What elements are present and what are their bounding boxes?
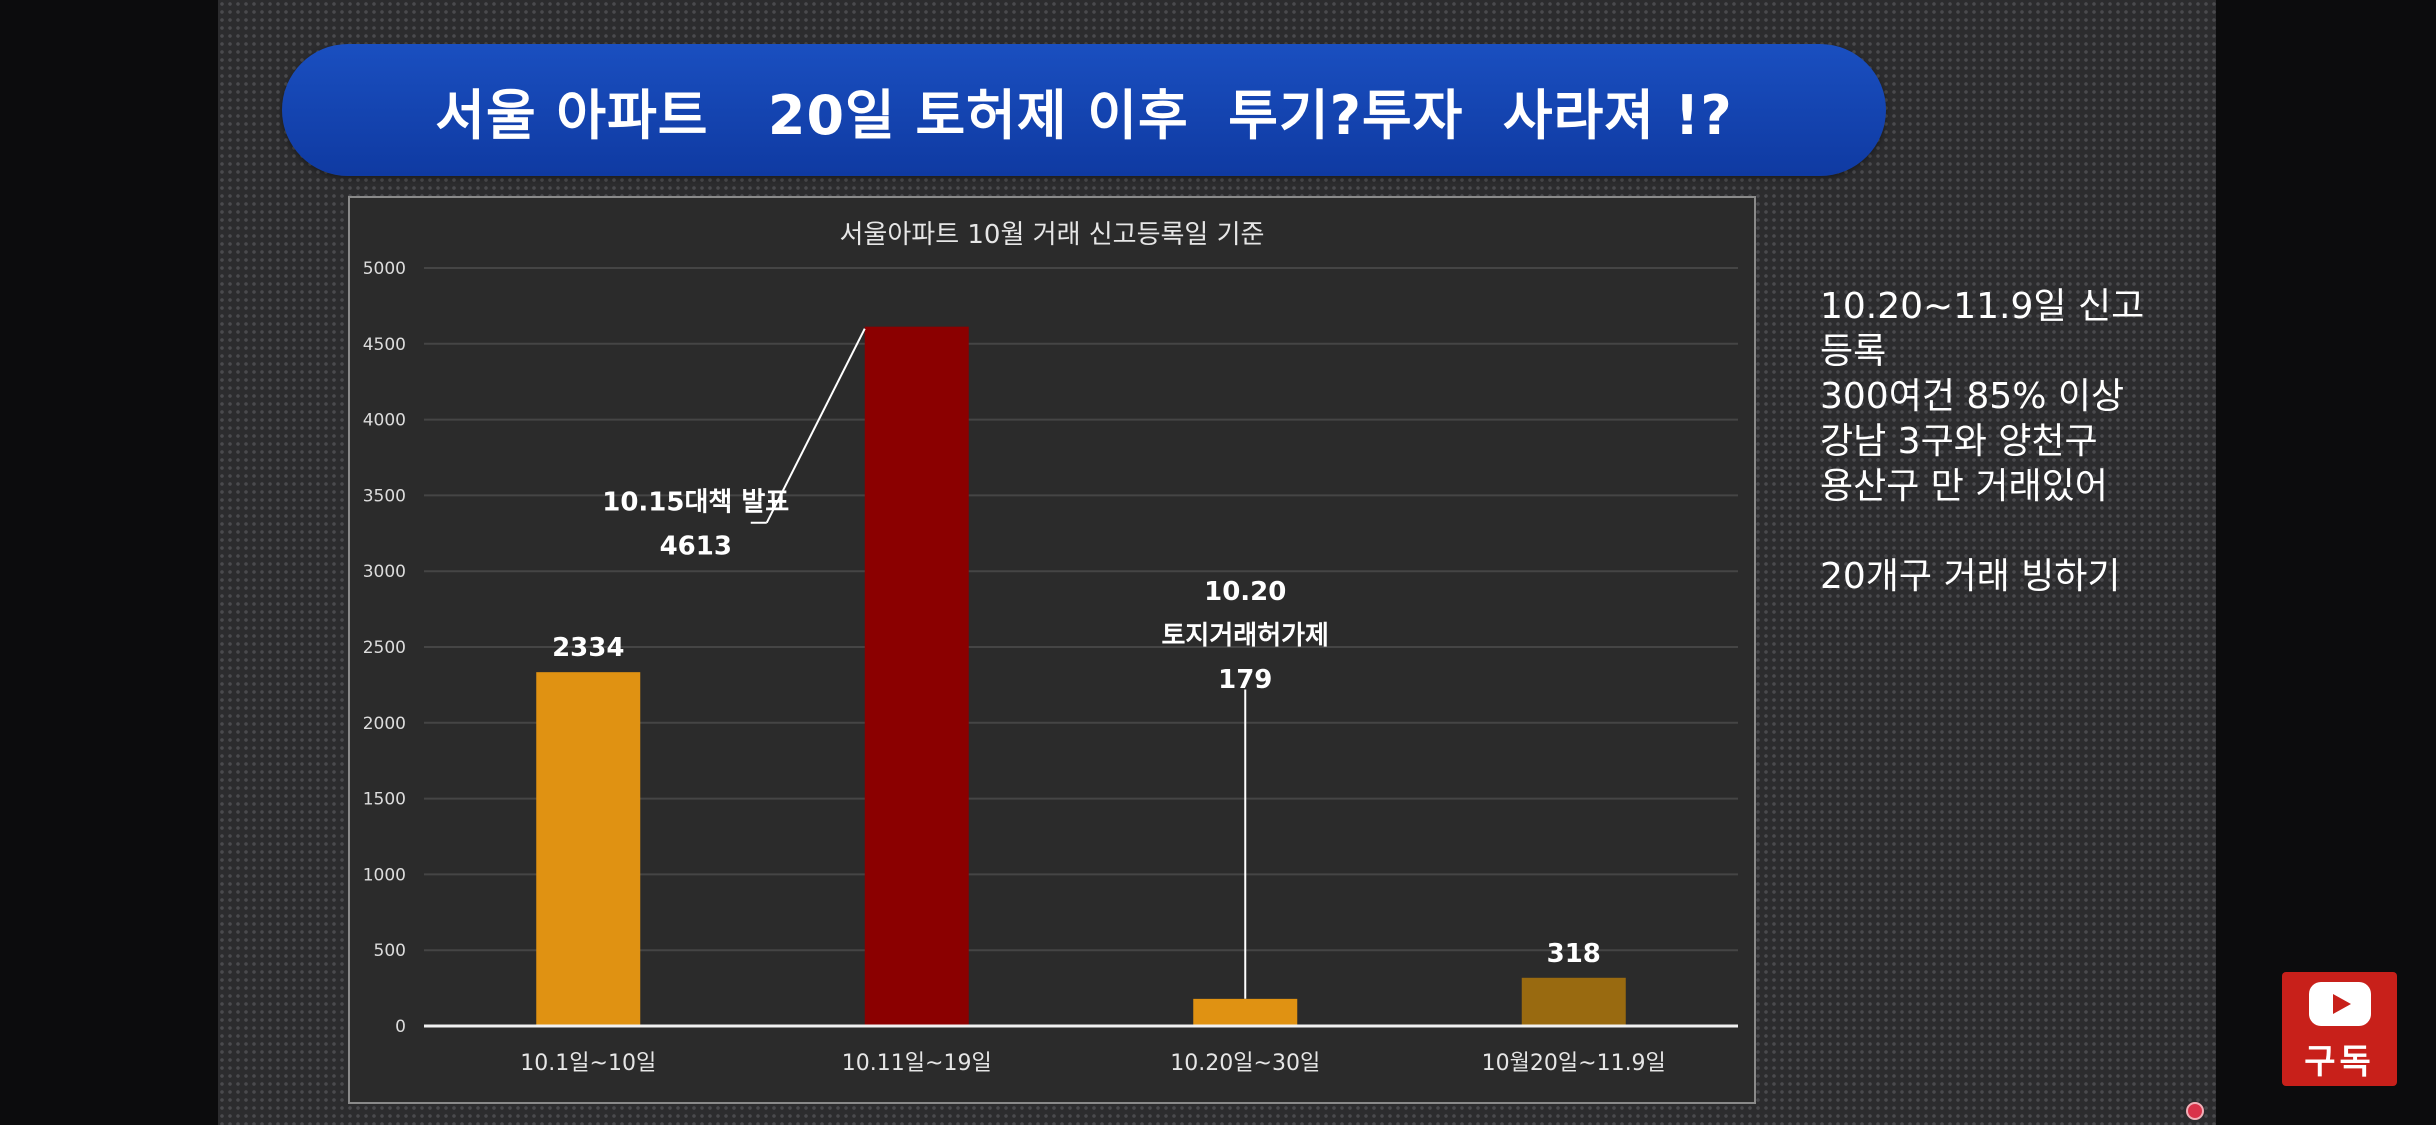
subscribe-button[interactable]: 구독 bbox=[2282, 972, 2397, 1086]
bar-3 bbox=[1521, 977, 1626, 1026]
banner-title: 서울 아파트 20일 토허제 이후 투기?투자 사라져 !? bbox=[435, 83, 1733, 147]
side-note-line: 20개구 거래 빙하기 bbox=[1820, 556, 2121, 597]
y-tick-label: 4000 bbox=[363, 411, 406, 431]
title-banner: 서울 아파트 20일 토허제 이후 투기?투자 사라져 !? bbox=[282, 44, 1886, 176]
side-note-line: 10.20~11.9일 신고 bbox=[1820, 286, 2145, 327]
y-tick-label: 2000 bbox=[363, 714, 406, 734]
side-note-gap bbox=[1820, 509, 2200, 554]
bar-0 bbox=[536, 672, 641, 1026]
y-tick-label: 2500 bbox=[363, 638, 406, 658]
side-note-line: 등록 bbox=[1820, 331, 1887, 372]
youtube-play-icon bbox=[2309, 982, 2371, 1026]
data-label: 179 bbox=[1218, 665, 1272, 695]
x-tick-label: 10.20일~30일 bbox=[1170, 1051, 1320, 1076]
bar-1 bbox=[864, 326, 969, 1026]
chart-title: 서울아파트 10월 거래 신고등록일 기준 bbox=[840, 220, 1265, 250]
bar-2 bbox=[1193, 998, 1298, 1026]
side-note-line: 강남 3구와 양천구 bbox=[1820, 421, 2098, 462]
data-label: 10.15대책 발표 bbox=[602, 488, 789, 518]
bar-chart: 0 500 1000 1500 2000 2500 3000 3500 4000 4500 5000… bbox=[348, 196, 1756, 1104]
y-tick-label: 3500 bbox=[363, 486, 406, 506]
side-note-line: 300여건 85% 이상 bbox=[1820, 376, 2125, 417]
chart-svg: 0 500 1000 1500 2000 2500 3000 3500 4000 4500 5000… bbox=[363, 220, 1738, 1076]
subscribe-label: 구독 bbox=[2304, 1042, 2375, 1082]
data-label: 4613 bbox=[660, 532, 732, 562]
y-tick-label: 1500 bbox=[363, 790, 406, 810]
x-tick-label: 10.11일~19일 bbox=[842, 1051, 992, 1076]
x-tick-label: 10월20일~11.9일 bbox=[1482, 1051, 1666, 1076]
y-tick-label: 4500 bbox=[363, 335, 406, 355]
x-tick-label: 10.1일~10일 bbox=[520, 1051, 656, 1076]
y-tick-label: 3000 bbox=[363, 562, 406, 582]
leader-line bbox=[765, 328, 866, 524]
y-tick-label: 0 bbox=[395, 1017, 406, 1037]
data-label: 10.20 bbox=[1204, 577, 1286, 607]
y-tick-label: 5000 bbox=[363, 259, 406, 279]
data-label: 2334 bbox=[552, 633, 624, 663]
y-tick-label: 1000 bbox=[363, 865, 406, 885]
record-indicator-icon bbox=[2186, 1102, 2204, 1120]
data-label: 318 bbox=[1547, 939, 1601, 969]
data-label: 토지거래허가제 bbox=[1162, 621, 1329, 651]
side-notes: 10.20~11.9일 신고 등록 300여건 85% 이상 강남 3구와 양천구 용산… bbox=[1820, 284, 2200, 599]
y-tick-label: 500 bbox=[374, 941, 406, 961]
side-note-line: 용산구 만 거래있어 bbox=[1820, 466, 2108, 507]
